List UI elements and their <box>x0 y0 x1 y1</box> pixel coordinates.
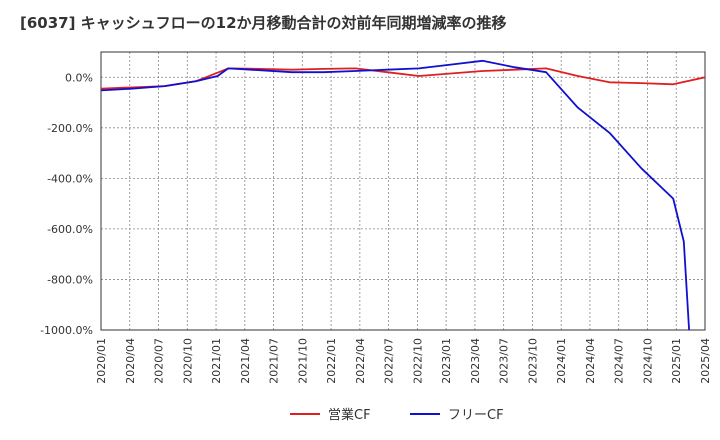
y-tick-label: 0.0% <box>65 71 93 84</box>
x-tick-label: 2024/07 <box>613 338 626 384</box>
x-tick-label: 2023/04 <box>469 338 482 384</box>
y-tick-label: -400.0% <box>47 172 93 185</box>
x-tick-label: 2023/07 <box>498 338 511 384</box>
x-tick-label: 2023/10 <box>526 338 539 384</box>
plot-area <box>101 52 705 330</box>
x-tick-label: 2021/04 <box>239 338 252 384</box>
x-tick-label: 2024/10 <box>641 338 654 384</box>
x-tick-label: 2020/04 <box>124 338 137 384</box>
legend-label: フリーCF <box>448 408 504 423</box>
x-tick-label: 2025/01 <box>670 338 683 384</box>
x-tick-label: 2020/07 <box>153 338 166 384</box>
x-tick-label: 2021/07 <box>268 338 281 384</box>
chart-title: [6037] キャッシュフローの12か月移動合計の対前年同期増減率の推移 <box>20 14 507 32</box>
y-tick-label: -1000.0% <box>40 324 93 337</box>
plot-border <box>100 51 706 331</box>
x-tick-label: 2022/07 <box>383 338 396 384</box>
x-tick-label: 2021/10 <box>296 338 309 384</box>
x-tick-label: 2024/04 <box>584 338 597 384</box>
series-line-operating-cf <box>101 67 705 90</box>
y-tick-label: -800.0% <box>47 273 93 286</box>
x-tick-label: 2025/04 <box>699 338 712 384</box>
legend-label: 営業CF <box>328 407 371 423</box>
x-tick-label: 2022/01 <box>325 338 338 384</box>
x-tick-label: 2020/10 <box>181 338 194 384</box>
x-tick-label: 2020/01 <box>95 338 108 384</box>
x-tick-label: 2024/01 <box>555 338 568 384</box>
x-tick-label: 2021/01 <box>210 338 223 384</box>
x-tick-label: 2023/01 <box>440 338 453 384</box>
x-tick-label: 2022/10 <box>411 338 424 384</box>
series-line-free-cf <box>101 59 690 330</box>
y-tick-label: -200.0% <box>47 122 93 135</box>
y-tick-label: -600.0% <box>47 223 93 236</box>
x-tick-label: 2022/04 <box>354 338 367 384</box>
